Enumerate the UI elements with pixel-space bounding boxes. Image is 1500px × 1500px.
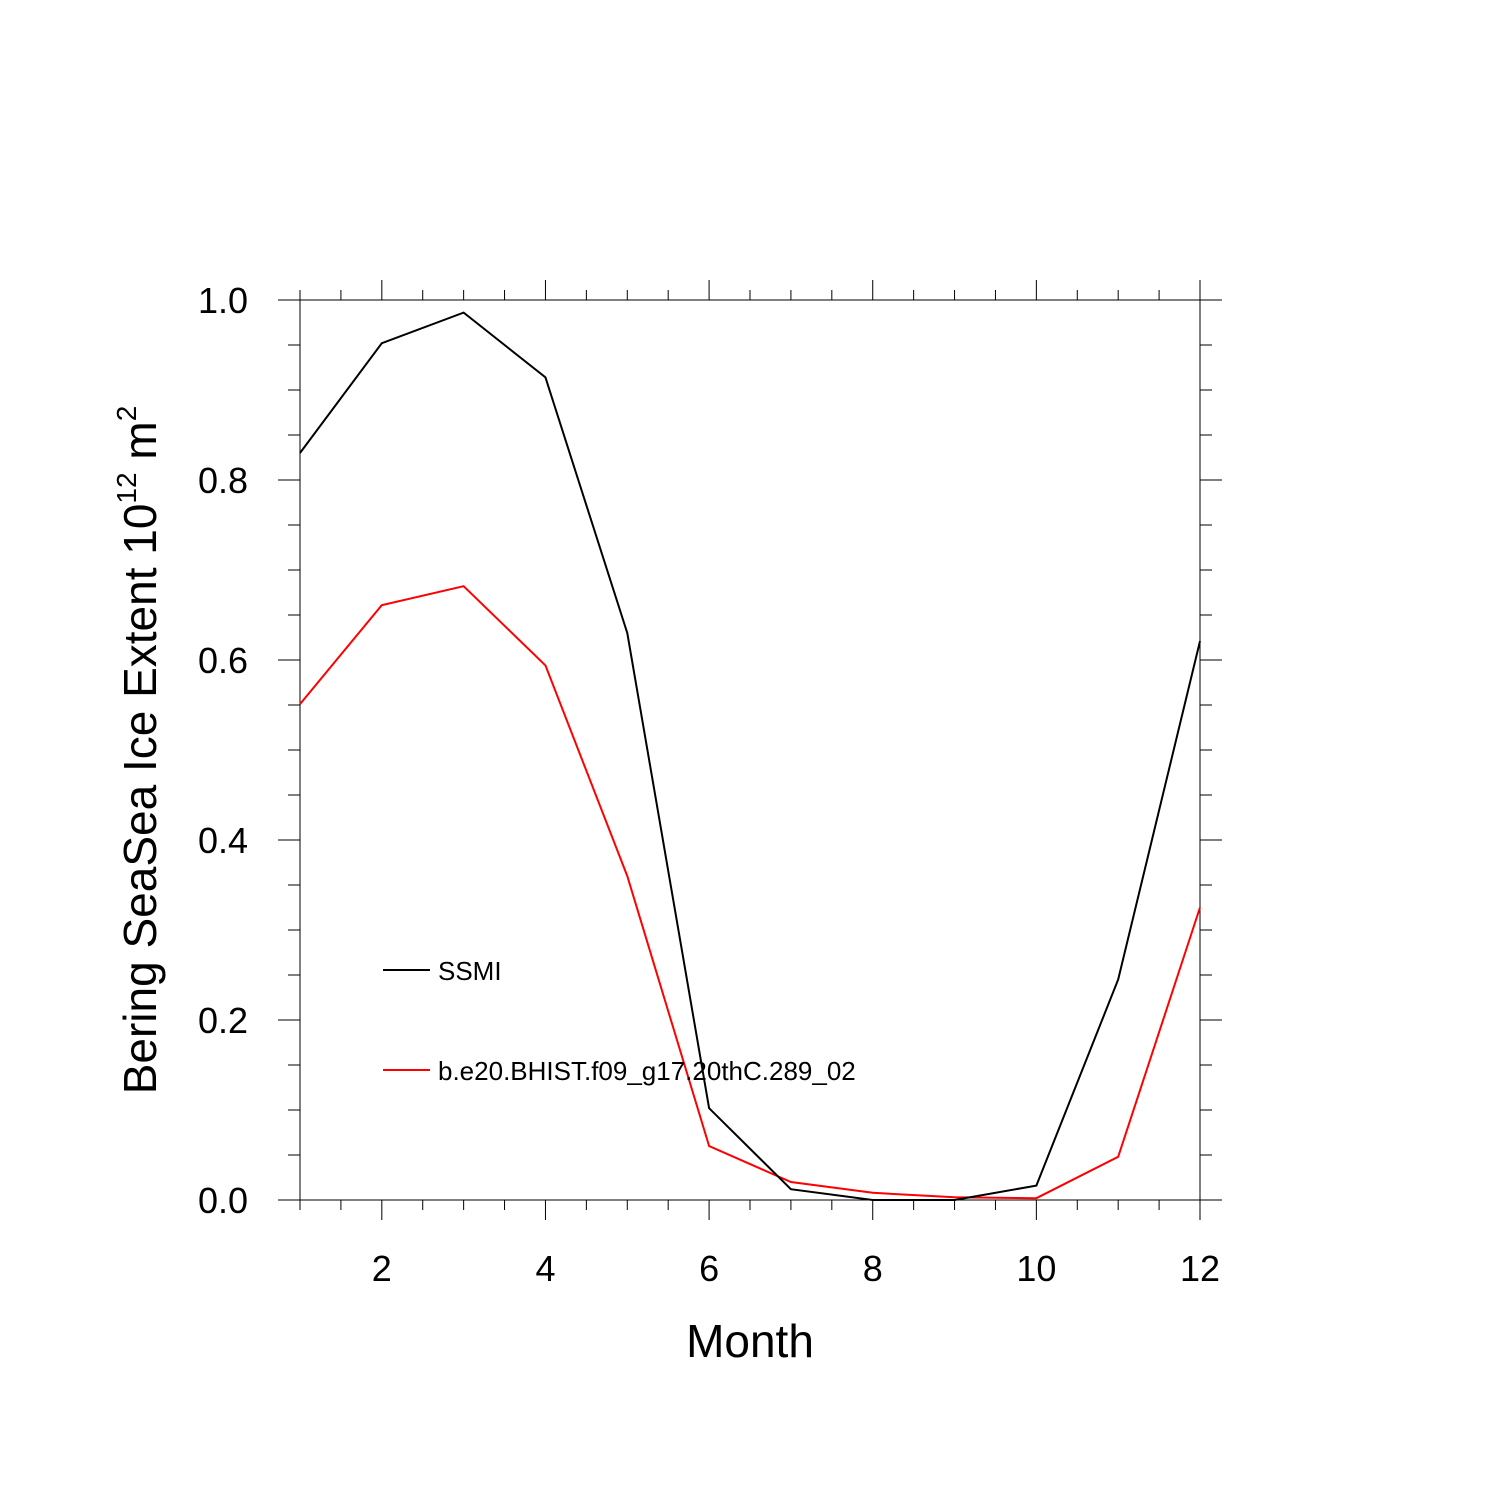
legend: SSMI b.e20.BHIST.f09_g17.20thC.289_02: [383, 956, 856, 1086]
legend-label-ssmi: SSMI: [438, 956, 502, 986]
y-tick-label: 0.6: [198, 640, 248, 681]
y-tick-label: 0.0: [198, 1180, 248, 1221]
series-line-ssmi: [299, 311, 1201, 1201]
tick-labels: 2 4 6 8 10 12 0.0 0.2 0.4 0.6 0.8 1.0: [198, 280, 1220, 1289]
y-tick-label: 0.4: [198, 820, 248, 861]
y-axis-title-unit-exponent: 2: [111, 406, 142, 422]
series-layer: [299, 311, 1201, 1201]
x-tick-label: 6: [699, 1248, 719, 1289]
y-axis-title-exponent: 12: [111, 472, 142, 503]
series-line-model: [299, 585, 1201, 1200]
y-tick-label: 0.8: [198, 460, 248, 501]
y-tick-label: 0.2: [198, 1000, 248, 1041]
y-axis-title: Bering SeaSea Ice Extent 1012 m2: [111, 406, 166, 1095]
x-tick-label: 12: [1180, 1248, 1220, 1289]
y-axis-title-text: Bering SeaSea Ice Extent 10: [114, 504, 166, 1095]
y-axis-title-unit: m: [114, 421, 166, 472]
x-axis-title: Month: [686, 1315, 814, 1367]
x-tick-label: 10: [1016, 1248, 1056, 1289]
y-tick-label: 1.0: [198, 280, 248, 321]
x-tick-label: 4: [535, 1248, 555, 1289]
legend-label-model: b.e20.BHIST.f09_g17.20thC.289_02: [438, 1056, 856, 1086]
x-tick-label: 2: [372, 1248, 392, 1289]
x-tick-label: 8: [863, 1248, 883, 1289]
axis-ticks: [278, 280, 1222, 1220]
